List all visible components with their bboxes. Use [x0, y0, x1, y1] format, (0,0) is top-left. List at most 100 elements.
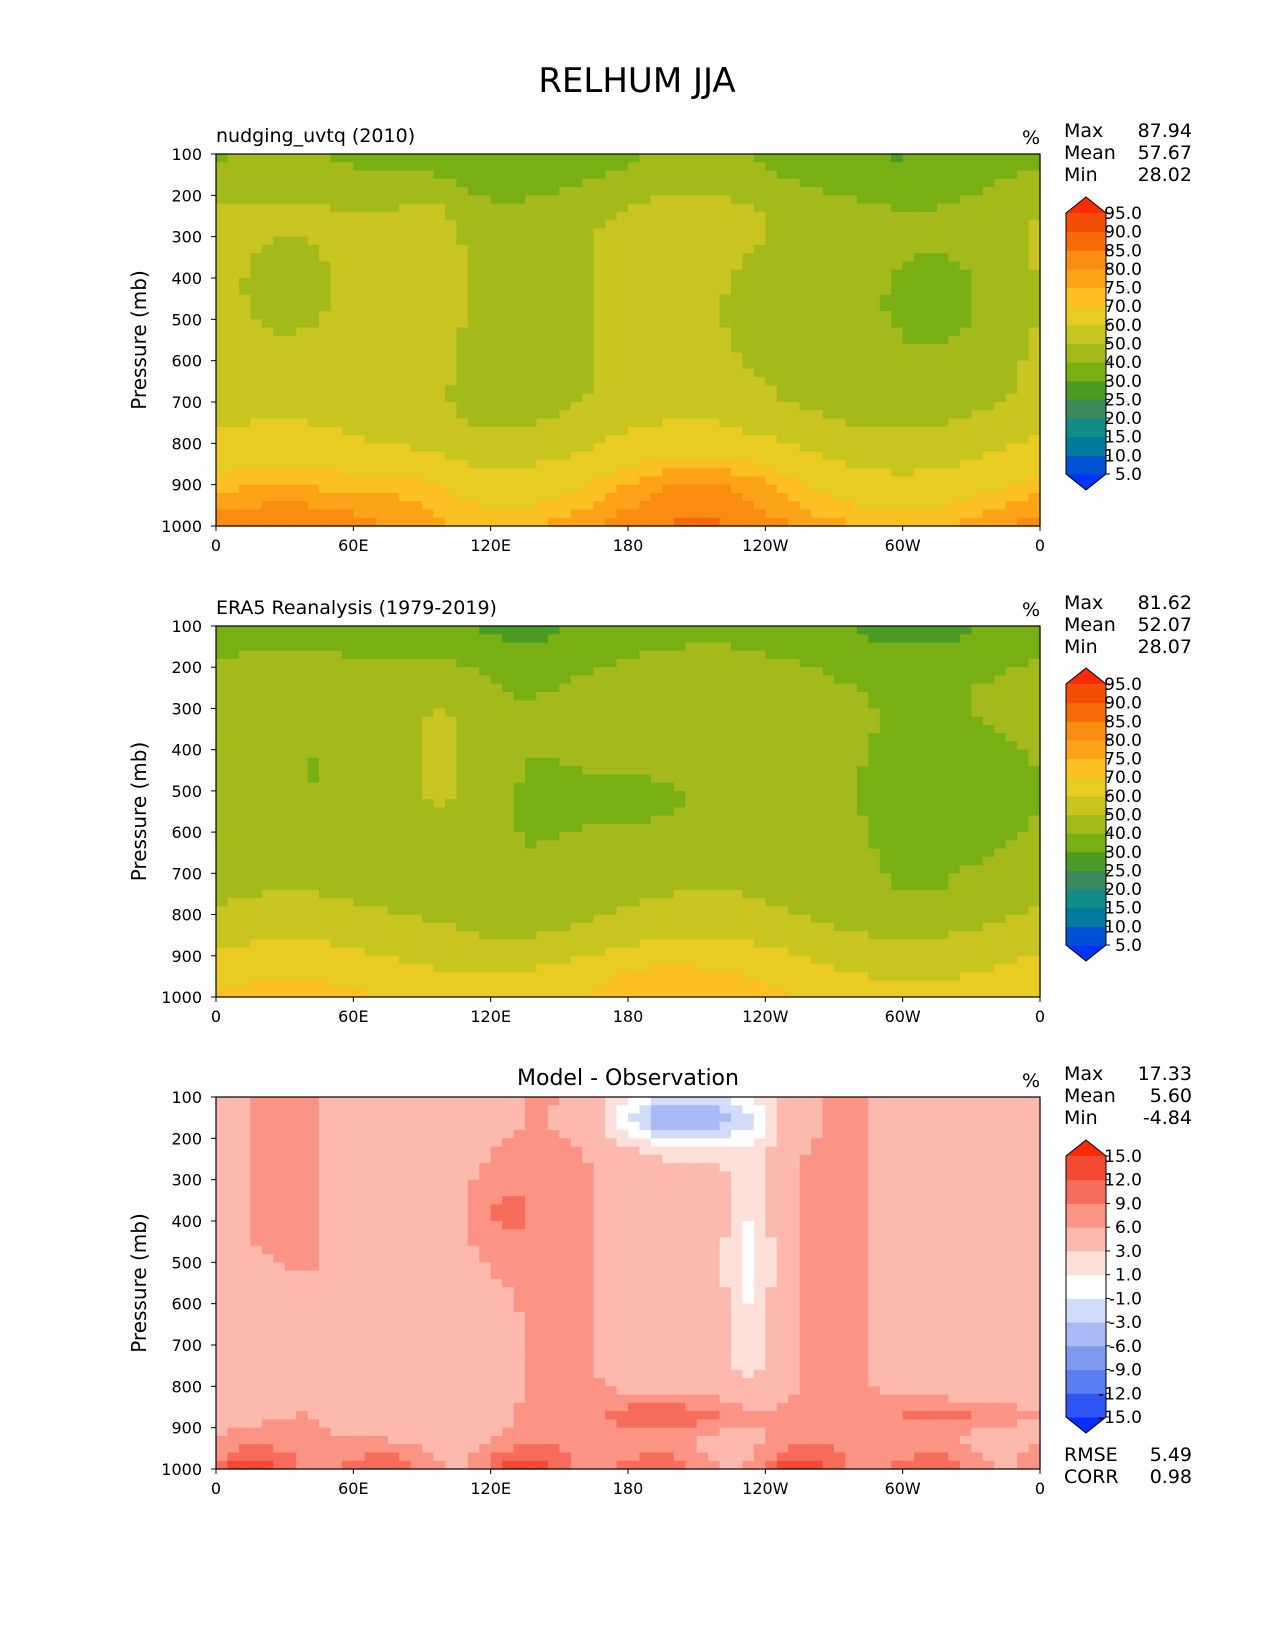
field-cell: [422, 691, 435, 701]
field-cell: [673, 393, 686, 403]
colorbar-segment: [1066, 287, 1106, 307]
field-cell: [696, 790, 709, 800]
field-cell: [330, 335, 343, 345]
field-cell: [570, 344, 583, 353]
field-cell: [570, 435, 583, 444]
field-cell: [479, 799, 492, 808]
field-cell: [570, 170, 583, 180]
field-cell: [639, 269, 652, 279]
field-cell: [273, 807, 286, 817]
field-cell: [742, 244, 755, 254]
field-cell: [948, 443, 961, 453]
field-cell: [296, 426, 309, 436]
field-cell: [261, 344, 274, 353]
field-cell: [799, 667, 812, 677]
field-cell: [685, 443, 698, 453]
field-cell: [330, 203, 343, 213]
field-cell: [628, 807, 641, 817]
field-cell: [261, 402, 274, 411]
field-cell: [307, 799, 320, 808]
field-cell: [822, 484, 835, 494]
field-cell: [902, 667, 915, 677]
field-cell: [605, 716, 618, 726]
field-cell: [811, 790, 824, 800]
field-cell: [1028, 435, 1041, 444]
field-cell: [536, 658, 549, 668]
field-cell: [559, 658, 572, 668]
field-cell: [742, 642, 755, 652]
field-cell: [250, 634, 263, 644]
field-cell: [399, 476, 412, 486]
field-cell: [307, 220, 320, 229]
field-cell: [307, 708, 320, 718]
field-cell: [753, 178, 766, 188]
field-cell: [982, 302, 995, 312]
field-cell: [628, 154, 641, 163]
field-cell: [490, 451, 503, 461]
field-cell: [822, 766, 835, 775]
field-cell: [433, 492, 446, 502]
field-cell: [216, 675, 229, 685]
field-cell: [616, 244, 629, 254]
field-cell: [788, 741, 801, 751]
field-cell: [834, 517, 847, 527]
field-cell: [673, 261, 686, 271]
field-cell: [364, 476, 377, 486]
field-cell: [673, 476, 686, 486]
field-cell: [948, 774, 961, 784]
field-cell: [708, 782, 721, 792]
field-cell: [296, 377, 309, 387]
field-cell: [444, 634, 457, 644]
field-cell: [799, 311, 812, 320]
field-cell: [673, 642, 686, 652]
field-cell: [227, 377, 240, 387]
y-tick-label: 500: [171, 310, 202, 329]
field-cell: [376, 162, 389, 172]
field-cell: [422, 501, 435, 511]
field-cell: [261, 410, 274, 420]
field-cell: [788, 244, 801, 254]
field-cell: [868, 385, 881, 395]
field-cell: [479, 335, 492, 345]
field-cell: [444, 459, 457, 469]
field-cell: [593, 211, 606, 221]
field-cell: [891, 724, 904, 734]
field-cell: [456, 468, 469, 477]
field-cell: [307, 459, 320, 469]
field-cell: [376, 426, 389, 436]
field-cell: [628, 741, 641, 751]
field-cell: [433, 451, 446, 461]
field-cell: [227, 749, 240, 759]
field-cell: [696, 501, 709, 511]
field-cell: [296, 683, 309, 693]
field-cell: [685, 360, 698, 370]
field-cell: [387, 790, 400, 800]
field-cell: [948, 360, 961, 370]
field-cell: [788, 667, 801, 677]
field-cell: [868, 426, 881, 436]
field-cell: [536, 360, 549, 370]
field-cell: [834, 459, 847, 469]
field-cell: [490, 385, 503, 395]
field-cell: [216, 435, 229, 444]
field-cell: [490, 236, 503, 246]
field-cell: [765, 766, 778, 775]
field-cell: [444, 278, 457, 287]
field-cell: [261, 782, 274, 792]
field-cell: [822, 435, 835, 444]
field-cell: [616, 393, 629, 403]
field-cell: [673, 162, 686, 172]
field-cell: [891, 708, 904, 718]
field-cell: [673, 708, 686, 718]
field-cell: [513, 492, 526, 502]
field-cell: [227, 360, 240, 370]
x-tick-label: 0: [211, 536, 221, 555]
field-cell: [364, 393, 377, 403]
field-cell: [570, 716, 583, 726]
field-cell: [490, 410, 503, 420]
field-cell: [925, 675, 938, 685]
field-cell: [593, 327, 606, 337]
field-cell: [765, 195, 778, 205]
field-cell: [822, 385, 835, 395]
field-cell: [685, 195, 698, 205]
